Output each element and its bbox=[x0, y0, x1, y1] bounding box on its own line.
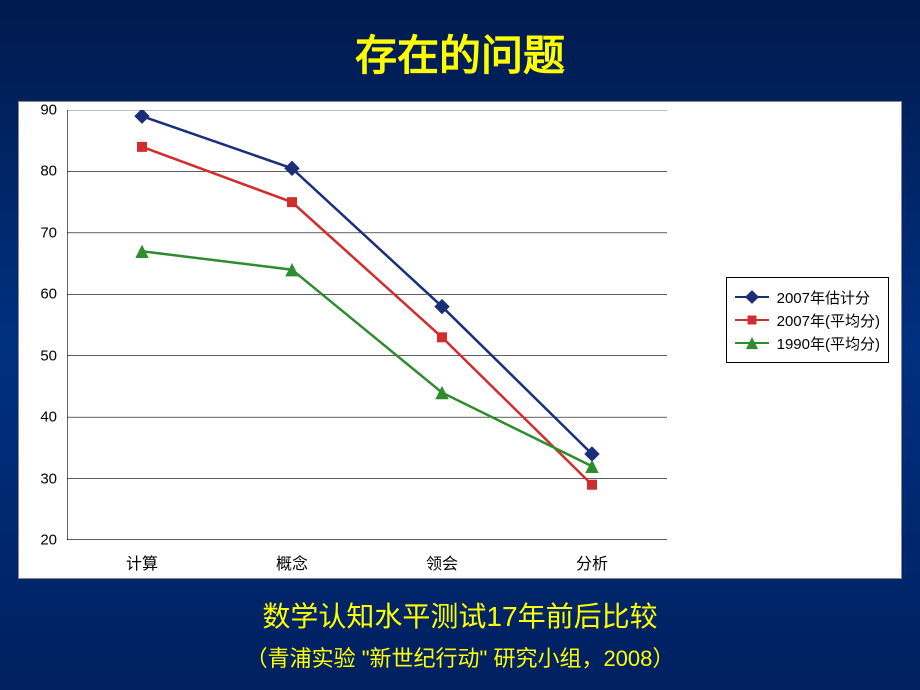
series-line bbox=[142, 116, 592, 454]
series-marker bbox=[587, 480, 597, 490]
y-tick-label: 40 bbox=[40, 409, 57, 426]
x-tick-label: 计算 bbox=[126, 550, 158, 574]
legend-label: 2007年估计分 bbox=[777, 287, 870, 308]
y-tick-label: 80 bbox=[40, 163, 57, 180]
series-marker bbox=[287, 197, 297, 207]
chart-svg bbox=[67, 110, 667, 540]
legend-item: 2007年(平均分) bbox=[735, 310, 880, 330]
page-title: 存在的问题 bbox=[0, 0, 920, 101]
y-tick-label: 30 bbox=[40, 470, 57, 487]
y-tick-label: 70 bbox=[40, 224, 57, 241]
y-tick-label: 20 bbox=[40, 532, 57, 549]
chart-legend: 2007年估计分2007年(平均分)1990年(平均分) bbox=[726, 277, 889, 363]
legend-label: 1990年(平均分) bbox=[777, 333, 880, 354]
legend-item: 1990年(平均分) bbox=[735, 333, 880, 353]
y-tick-label: 60 bbox=[40, 286, 57, 303]
series-marker bbox=[437, 332, 447, 342]
series-marker bbox=[134, 110, 149, 124]
y-tick-label: 50 bbox=[40, 347, 57, 364]
y-tick-label: 90 bbox=[40, 102, 57, 119]
caption-sub: （青浦实验 "新世纪行动" 研究小组，2008） bbox=[0, 641, 920, 673]
series-marker bbox=[137, 142, 147, 152]
legend-label: 2007年(平均分) bbox=[777, 310, 880, 331]
x-tick-label: 分析 bbox=[576, 550, 608, 574]
plot-area bbox=[67, 110, 667, 540]
x-tick-label: 概念 bbox=[276, 550, 308, 574]
legend-item: 2007年估计分 bbox=[735, 287, 880, 307]
series-marker bbox=[585, 460, 598, 473]
chart-container: 20 30 40 50 60 70 80 90 计算 概念 领会 分析 2007年估计分2007年(… bbox=[18, 101, 902, 579]
x-axis-labels: 计算 概念 领会 分析 bbox=[67, 544, 667, 574]
y-axis-labels: 2030405060708090 bbox=[19, 110, 63, 540]
caption-main: 数学认知水平测试17年前后比较 bbox=[0, 595, 920, 635]
x-tick-label: 领会 bbox=[426, 550, 458, 574]
series-line bbox=[142, 251, 592, 466]
